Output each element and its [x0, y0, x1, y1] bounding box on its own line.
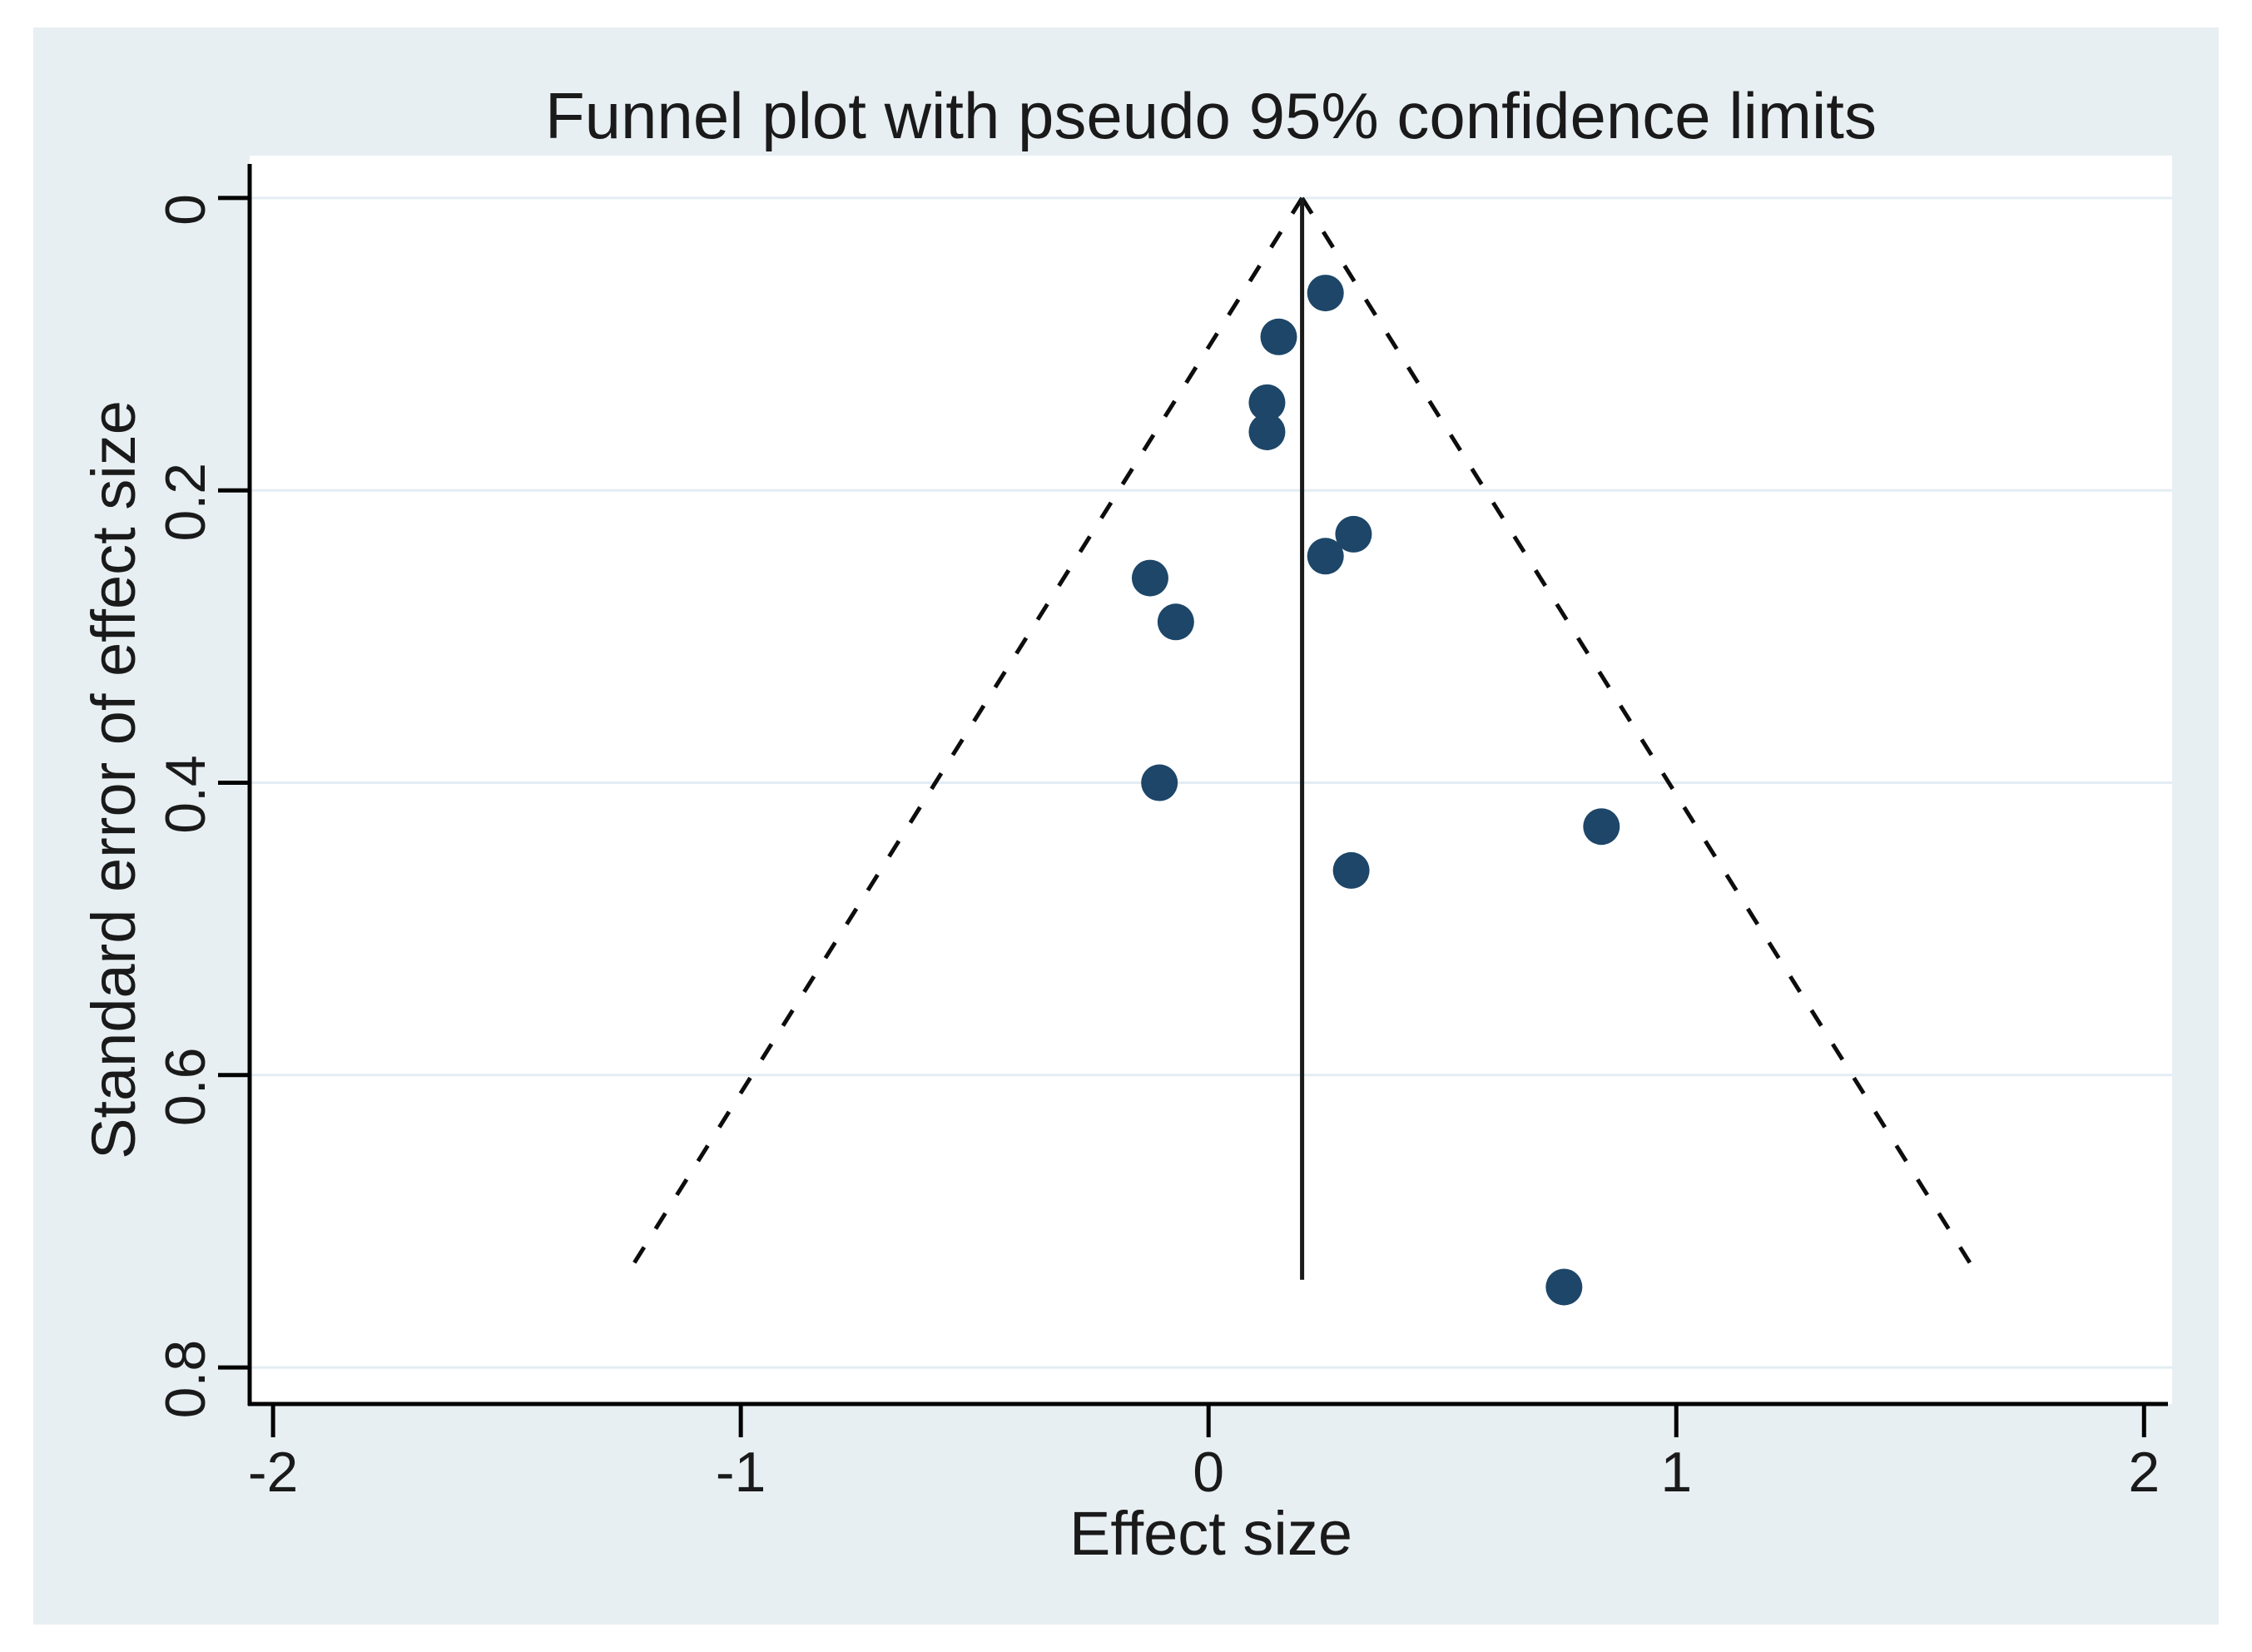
- x-axis-title: Effect size: [1069, 1499, 1352, 1568]
- data-point: [1545, 1268, 1583, 1306]
- x-tick-label: -2: [248, 1441, 298, 1504]
- data-point: [1131, 559, 1168, 597]
- data-point: [1307, 275, 1344, 312]
- x-tick-label: 1: [1660, 1441, 1692, 1504]
- data-point: [1332, 851, 1370, 889]
- y-tick-label: 0.8: [154, 1340, 217, 1419]
- x-tick-label: -1: [716, 1441, 766, 1504]
- data-point: [1307, 538, 1344, 575]
- y-tick-label: 0: [154, 194, 217, 226]
- y-tick-label: 0.6: [154, 1048, 217, 1127]
- x-tick-label: 2: [2128, 1441, 2160, 1504]
- plot-area: [250, 156, 2172, 1404]
- y-axis-title: Standard error of effect size: [79, 400, 148, 1159]
- y-tick-label: 0.4: [154, 755, 217, 834]
- data-point: [1157, 603, 1194, 641]
- data-point: [1260, 318, 1297, 355]
- chart-layers: 0 0.2 0.4 0.6 0.8 -2 -1 0 1 2: [154, 156, 2172, 1504]
- funnel-lower-ci-line: [622, 196, 1304, 1282]
- data-point: [1248, 384, 1286, 421]
- data-point: [1248, 413, 1286, 450]
- data-point: [1583, 808, 1620, 846]
- data-point: [1141, 764, 1178, 801]
- funnel-upper-ci-line: [1300, 196, 1982, 1282]
- y-tick-label: 0.2: [154, 463, 217, 542]
- data-point: [1335, 515, 1372, 553]
- chart-title: Funnel plot with pseudo 95% confidence l…: [545, 79, 1877, 152]
- x-tick-label: 0: [1193, 1441, 1224, 1504]
